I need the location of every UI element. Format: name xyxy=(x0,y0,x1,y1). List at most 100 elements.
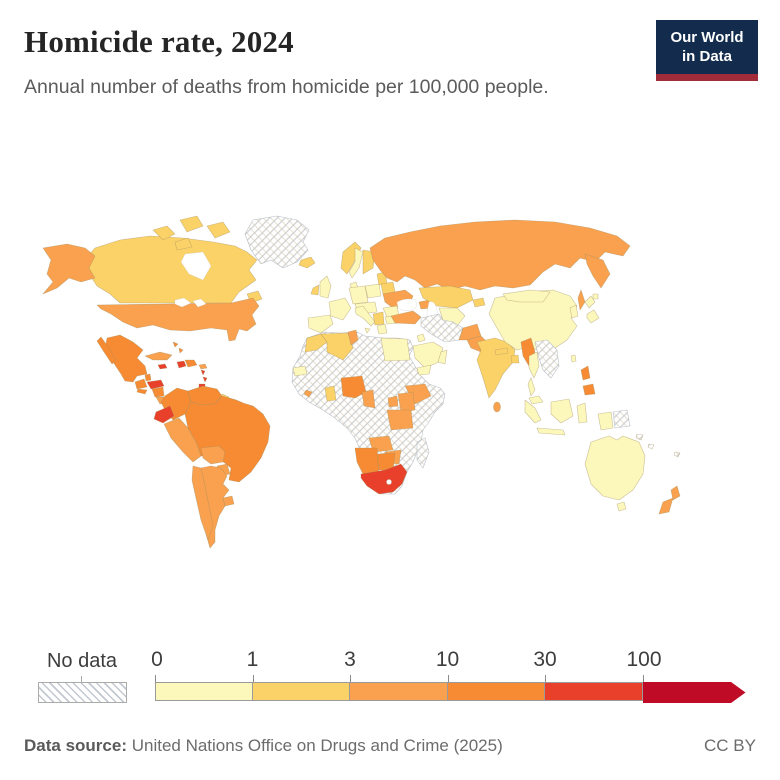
country-kyrgyzstan[interactable] xyxy=(472,297,486,308)
country-spain[interactable] xyxy=(307,314,334,334)
country-haiti[interactable] xyxy=(176,360,187,369)
country-belize[interactable] xyxy=(144,373,152,382)
country-iceland[interactable] xyxy=(298,256,316,269)
world-map[interactable] xyxy=(25,190,755,562)
chart-footer: Data source: United Nations Office on Dr… xyxy=(24,736,756,756)
country-oman[interactable] xyxy=(437,349,448,365)
country-south-africa[interactable] xyxy=(360,463,408,495)
country-honduras[interactable] xyxy=(146,379,165,390)
legend-label-1: 1 xyxy=(246,648,259,671)
legend-tick-0 xyxy=(155,675,156,682)
legend-bin-0-1[interactable] xyxy=(155,682,253,701)
country-korea[interactable] xyxy=(569,304,579,319)
legend-tick-1 xyxy=(252,675,254,682)
country-madagascar[interactable] xyxy=(416,437,430,469)
country-australia[interactable] xyxy=(584,435,646,512)
country-turkey[interactable] xyxy=(390,310,422,325)
country-el-salvador[interactable] xyxy=(136,388,148,395)
country-bolivia[interactable] xyxy=(200,445,226,465)
country-chile[interactable] xyxy=(191,465,214,541)
legend-bin-3-10[interactable] xyxy=(350,682,448,701)
legend-no-data-label: No data xyxy=(46,650,118,672)
country-malaysia[interactable] xyxy=(528,395,544,405)
country-uganda[interactable] xyxy=(387,395,399,408)
legend-bin-over-100[interactable] xyxy=(642,682,746,703)
country-cuba[interactable] xyxy=(144,351,173,361)
country-mongolia[interactable] xyxy=(502,289,551,303)
country-guatemala[interactable] xyxy=(134,378,148,390)
sicily[interactable] xyxy=(364,327,371,334)
country-namibia[interactable] xyxy=(354,447,380,475)
country-united-kingdom[interactable] xyxy=(319,275,332,299)
country-liberia[interactable] xyxy=(303,389,313,398)
country-nicaragua[interactable] xyxy=(151,386,165,398)
legend-tick-100 xyxy=(642,675,644,682)
country-mexico[interactable] xyxy=(104,334,148,383)
country-sri-lanka[interactable] xyxy=(493,401,501,413)
hudson-bay xyxy=(180,251,212,281)
owid-logo[interactable]: Our World in Data xyxy=(656,20,758,81)
legend-tick-10 xyxy=(447,675,449,682)
legend-label-0: 0 xyxy=(151,648,163,671)
country-canada[interactable] xyxy=(82,215,263,304)
legend-bin-1-3[interactable] xyxy=(252,682,350,701)
country-russia[interactable] xyxy=(369,219,631,311)
country-italy[interactable] xyxy=(354,305,376,327)
country-tanzania[interactable] xyxy=(386,409,414,431)
country-greece[interactable] xyxy=(376,323,388,335)
country-ireland[interactable] xyxy=(310,284,320,296)
legend-color-scale xyxy=(155,682,748,703)
legend-no-data-swatch[interactable] xyxy=(38,682,127,703)
country-morocco[interactable] xyxy=(304,333,328,353)
country-indonesia[interactable] xyxy=(524,398,614,436)
country-bahamas[interactable] xyxy=(172,341,184,354)
country-cameroon[interactable] xyxy=(361,389,376,409)
country-kenya[interactable] xyxy=(397,391,416,413)
country-philippines[interactable] xyxy=(580,365,596,396)
country-jordan[interactable] xyxy=(416,333,426,343)
country-bangladesh[interactable] xyxy=(510,354,520,364)
country-uruguay[interactable] xyxy=(222,495,235,507)
country-ecuador[interactable] xyxy=(153,405,175,424)
country-thailand[interactable] xyxy=(527,351,540,397)
lesser-antilles[interactable] xyxy=(198,369,208,389)
country-germany[interactable] xyxy=(348,285,369,305)
legend-bin-30-100[interactable] xyxy=(545,682,643,701)
country-peru[interactable] xyxy=(163,417,202,463)
country-alaska[interactable] xyxy=(42,243,96,295)
country-yemen[interactable] xyxy=(416,364,432,376)
country-serbia[interactable] xyxy=(372,311,385,326)
country-uzbekistan[interactable] xyxy=(438,307,466,327)
baja-california[interactable] xyxy=(96,336,117,365)
country-nigeria[interactable] xyxy=(340,375,367,399)
country-france[interactable] xyxy=(328,297,352,321)
indochina-region[interactable] xyxy=(534,339,560,379)
country-nepal[interactable] xyxy=(494,347,509,356)
legend-bin-10-30[interactable] xyxy=(447,682,545,701)
country-greenland[interactable] xyxy=(244,215,310,269)
legend-label-30: 30 xyxy=(533,648,557,671)
country-china[interactable] xyxy=(488,289,578,353)
country-india[interactable] xyxy=(476,337,516,399)
owid-logo-line2: in Data xyxy=(681,47,732,65)
country-jamaica[interactable] xyxy=(157,363,168,370)
country-new-zealand[interactable] xyxy=(658,485,681,515)
legend-tick-30 xyxy=(545,675,546,682)
country-ghana[interactable] xyxy=(324,385,337,402)
country-egypt[interactable] xyxy=(380,337,411,362)
country-saudi-arabia[interactable] xyxy=(412,341,444,369)
country-tunisia[interactable] xyxy=(347,329,359,346)
country-poland[interactable] xyxy=(364,283,382,299)
data-source: Data source: United Nations Office on Dr… xyxy=(24,736,503,756)
country-taiwan[interactable] xyxy=(570,354,577,363)
great-lakes xyxy=(174,297,192,308)
license-link[interactable]: CC BY xyxy=(704,736,756,755)
country-puerto-rico[interactable] xyxy=(198,363,208,370)
country-senegal[interactable] xyxy=(292,365,308,377)
country-dominican-republic[interactable] xyxy=(184,359,198,368)
country-japan[interactable] xyxy=(584,293,600,324)
country-papua-new-guinea[interactable] xyxy=(612,409,631,429)
country-lesotho[interactable] xyxy=(386,479,392,485)
legend-label-3: 3 xyxy=(344,648,356,671)
country-united-states[interactable] xyxy=(96,297,260,342)
